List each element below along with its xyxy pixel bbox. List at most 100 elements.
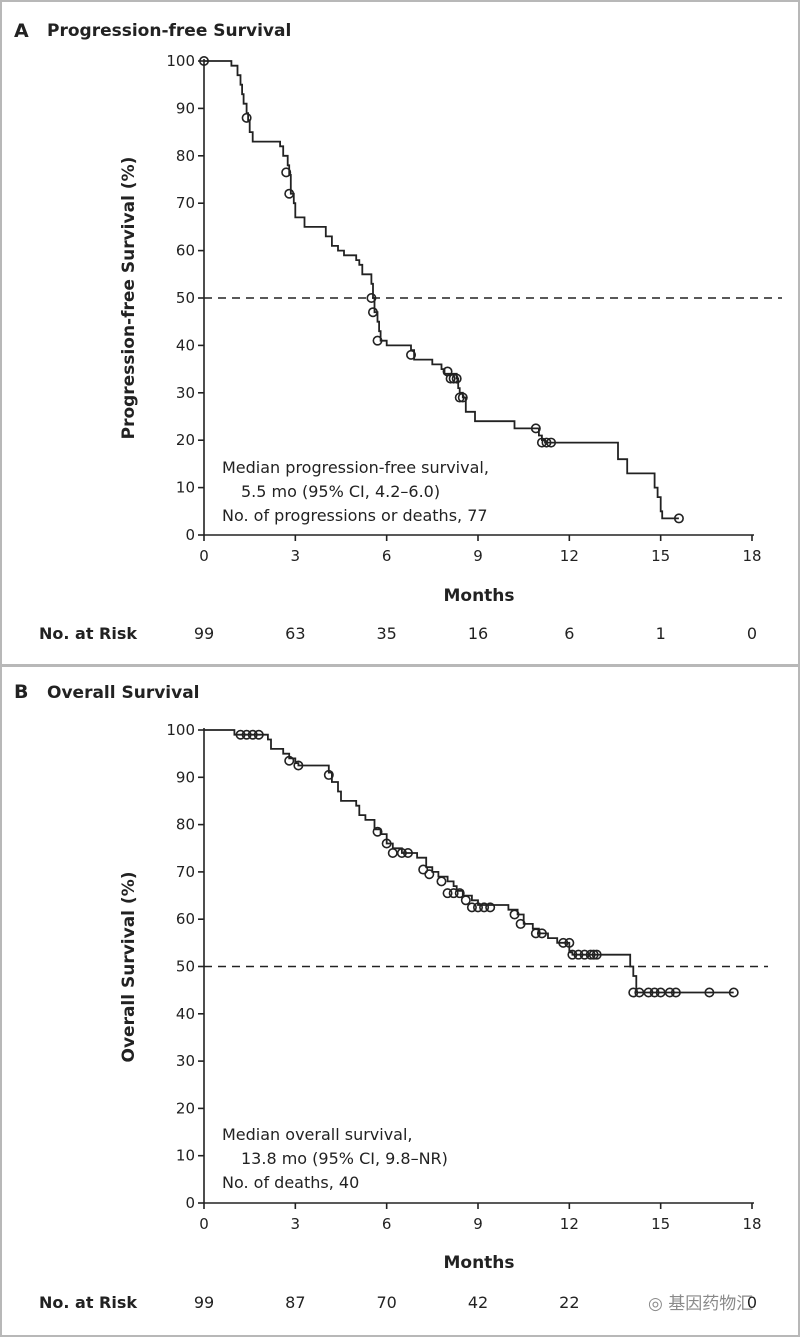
os-y-tick-label: 20: [176, 1099, 195, 1117]
pfs-y-tick-label: 0: [185, 526, 195, 544]
pfs-censor-mark: [673, 513, 684, 524]
os-censor-mark: [728, 987, 739, 998]
pfs-censor-mark: [448, 373, 459, 384]
os-at-risk-label: No. at Risk: [39, 1293, 137, 1312]
os-censor-mark: [649, 987, 660, 998]
panel-b-letter: B: [14, 681, 28, 703]
os-censor-mark: [448, 888, 459, 899]
os-censor-mark: [515, 918, 526, 929]
pfs-chart: A Progression-free Survival Progression-…: [14, 20, 782, 643]
os-plot-area: 0 10 20 30 40 50 60 70 80 90 100 0 3 6 9 12 15 18 99 87 70 42…: [166, 721, 768, 1312]
pfs-y-tick-label: 90: [176, 99, 195, 117]
pfs-median-value: 5.5 mo (95% CI, 4.2–6.0): [241, 482, 440, 501]
os-censor-mark: [591, 949, 602, 960]
os-km-curve: [204, 729, 734, 994]
os-censor-mark: [418, 864, 429, 875]
pfs-censor-mark: [541, 437, 552, 448]
os-median-label: Median overall survival,: [222, 1125, 413, 1144]
pfs-y-tick-label: 70: [176, 194, 195, 212]
pfs-censor-mark: [406, 349, 417, 360]
os-x-tick-label: 15: [651, 1215, 670, 1233]
os-censor-mark: [460, 895, 471, 906]
os-censor-mark: [387, 847, 398, 858]
pfs-at-risk-count: 63: [285, 624, 305, 643]
os-censor-mark: [509, 909, 520, 920]
pfs-censor-mark: [241, 112, 252, 123]
os-y-tick-label: 70: [176, 863, 195, 881]
os-censor-mark: [536, 928, 547, 939]
os-censor-mark: [424, 869, 435, 880]
os-at-risk-count: 0: [747, 1293, 757, 1312]
os-y-tick-label: 60: [176, 910, 195, 928]
os-censor-mark: [664, 987, 675, 998]
pfs-censor-mark: [372, 335, 383, 346]
pfs-censor-mark: [284, 188, 295, 199]
pfs-censor-mark: [367, 307, 378, 318]
os-y-tick-label: 40: [176, 1005, 195, 1023]
os-y-tick-label: 80: [176, 816, 195, 834]
os-y-tick-label: 10: [176, 1147, 195, 1165]
os-x-axis-label: Months: [443, 1253, 514, 1273]
pfs-y-tick-label: 80: [176, 147, 195, 165]
pfs-median-label: Median progression-free survival,: [222, 458, 489, 477]
pfs-at-risk-count: 35: [376, 624, 396, 643]
pfs-censor-mark: [366, 292, 377, 303]
os-at-risk-count: 42: [468, 1293, 488, 1312]
os-censor-mark: [670, 987, 681, 998]
os-y-tick-label: 0: [185, 1194, 195, 1212]
os-censor-mark: [585, 949, 596, 960]
os-censor-mark: [628, 987, 639, 998]
os-x-tick-label: 6: [382, 1215, 392, 1233]
os-censor-mark: [323, 769, 334, 780]
watermark-text: 基因药物汇: [668, 1294, 754, 1314]
pfs-y-tick-label: 20: [176, 431, 195, 449]
os-censor-mark: [530, 928, 541, 939]
pfs-km-curve: [204, 60, 679, 520]
os-x-tick-label: 0: [199, 1215, 209, 1233]
pfs-at-risk-count: 99: [194, 624, 214, 643]
os-chart: B Overall Survival Overall Survival (%) …: [14, 681, 768, 1312]
os-censor-mark: [442, 888, 453, 899]
os-y-tick-label: 50: [176, 958, 195, 976]
os-censor-mark: [247, 729, 258, 740]
os-censor-mark: [436, 876, 447, 887]
os-censor-mark: [396, 847, 407, 858]
panel-divider: [0, 664, 800, 667]
os-censor-mark: [573, 949, 584, 960]
pfs-at-risk-count: 6: [564, 624, 574, 643]
os-censor-mark: [402, 847, 413, 858]
wechat-icon: ◎: [648, 1294, 663, 1314]
pfs-events-count: No. of progressions or deaths, 77: [222, 506, 488, 525]
pfs-at-risk-count: 1: [656, 624, 666, 643]
os-x-tick-label: 12: [560, 1215, 579, 1233]
pfs-x-tick-label: 3: [291, 547, 301, 565]
os-censor-mark: [284, 755, 295, 766]
os-censor-mark: [704, 987, 715, 998]
pfs-x-tick-label: 15: [651, 547, 670, 565]
os-censor-mark: [567, 949, 578, 960]
os-x-tick-label: 18: [742, 1215, 761, 1233]
os-at-risk-count: 70: [376, 1293, 396, 1312]
os-median-value: 13.8 mo (95% CI, 9.8–NR): [241, 1149, 448, 1168]
pfs-x-axis-label: Months: [443, 586, 514, 606]
os-at-risk-count: 22: [559, 1293, 579, 1312]
pfs-censor-mark: [530, 423, 541, 434]
pfs-y-tick-label: 50: [176, 289, 195, 307]
pfs-y-tick-label: 40: [176, 336, 195, 354]
pfs-x-tick-label: 18: [742, 547, 761, 565]
pfs-y-axis-label: Progression-free Survival (%): [119, 157, 139, 440]
os-y-tick-label: 30: [176, 1052, 195, 1070]
os-censor-mark: [293, 760, 304, 771]
os-x-tick-label: 9: [473, 1215, 483, 1233]
os-y-tick-label: 100: [166, 721, 195, 739]
os-censor-mark: [454, 888, 465, 899]
pfs-at-risk-count: 0: [747, 624, 757, 643]
pfs-censor-mark: [546, 437, 557, 448]
os-censor-mark: [588, 949, 599, 960]
watermark: ◎ 基因药物汇: [648, 1289, 753, 1314]
os-y-tick-label: 90: [176, 768, 195, 786]
os-censor-mark: [372, 826, 383, 837]
os-censor-mark: [381, 838, 392, 849]
